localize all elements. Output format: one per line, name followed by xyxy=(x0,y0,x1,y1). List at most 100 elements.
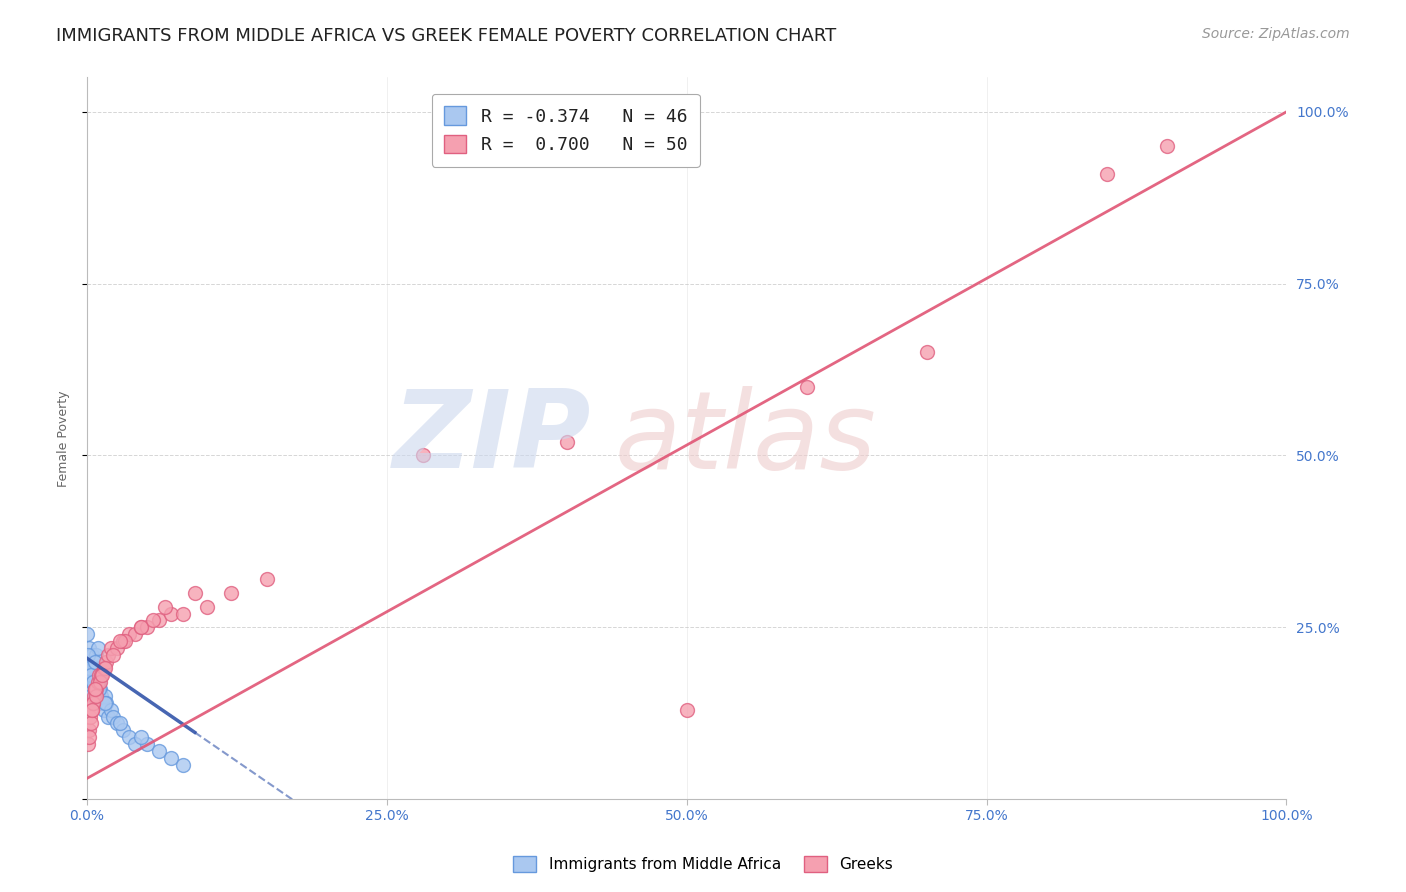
Point xyxy=(82,696,104,710)
Point xyxy=(135,620,157,634)
Text: Source: ZipAtlas.com: Source: ZipAtlas.com xyxy=(1202,27,1350,41)
Point xyxy=(219,586,242,600)
Point xyxy=(129,730,152,744)
Point xyxy=(256,572,278,586)
Text: ZIP: ZIP xyxy=(392,385,591,491)
Point xyxy=(94,696,117,710)
Point xyxy=(80,703,103,717)
Point xyxy=(86,668,108,682)
Point xyxy=(84,682,107,697)
Point xyxy=(94,696,117,710)
Point xyxy=(82,696,104,710)
Point xyxy=(84,661,107,675)
Point xyxy=(110,634,132,648)
Point xyxy=(118,730,141,744)
Point xyxy=(79,661,101,675)
Point xyxy=(153,599,176,614)
Point xyxy=(97,648,120,662)
Point xyxy=(142,613,165,627)
Point xyxy=(94,655,117,669)
Point xyxy=(159,607,181,621)
Point xyxy=(124,737,146,751)
Point xyxy=(77,640,100,655)
Point xyxy=(83,675,105,690)
Point xyxy=(412,449,434,463)
Point xyxy=(87,640,110,655)
Point xyxy=(135,737,157,751)
Point xyxy=(87,682,110,697)
Point xyxy=(86,682,108,697)
Legend: Immigrants from Middle Africa, Greeks: Immigrants from Middle Africa, Greeks xyxy=(506,848,900,880)
Point xyxy=(82,668,104,682)
Point xyxy=(91,696,114,710)
Point xyxy=(80,716,103,731)
Point xyxy=(83,682,105,697)
Point xyxy=(103,648,125,662)
Point xyxy=(79,668,101,682)
Legend: R = -0.374   N = 46, R =  0.700   N = 50: R = -0.374 N = 46, R = 0.700 N = 50 xyxy=(432,94,700,167)
Point xyxy=(77,668,100,682)
Point xyxy=(84,689,107,703)
Point xyxy=(82,675,104,690)
Point xyxy=(82,648,104,662)
Point xyxy=(172,757,194,772)
Point xyxy=(77,737,100,751)
Point xyxy=(1095,167,1118,181)
Point xyxy=(77,723,100,738)
Point xyxy=(110,716,132,731)
Point xyxy=(79,661,101,675)
Point xyxy=(80,675,103,690)
Point xyxy=(114,634,136,648)
Point xyxy=(77,648,100,662)
Point xyxy=(94,689,117,703)
Point xyxy=(76,627,98,641)
Point xyxy=(79,709,101,723)
Text: atlas: atlas xyxy=(614,385,876,491)
Point xyxy=(184,586,207,600)
Point xyxy=(84,682,107,697)
Point xyxy=(100,640,122,655)
Point xyxy=(103,709,125,723)
Point xyxy=(83,655,105,669)
Point xyxy=(148,744,170,758)
Point xyxy=(105,716,128,731)
Point xyxy=(86,675,108,690)
Point xyxy=(129,620,152,634)
Point xyxy=(89,682,111,697)
Point xyxy=(94,661,117,675)
Point xyxy=(84,655,107,669)
Point xyxy=(91,668,114,682)
Y-axis label: Female Poverty: Female Poverty xyxy=(58,390,70,486)
Point xyxy=(80,689,103,703)
Point xyxy=(148,613,170,627)
Text: IMMIGRANTS FROM MIDDLE AFRICA VS GREEK FEMALE POVERTY CORRELATION CHART: IMMIGRANTS FROM MIDDLE AFRICA VS GREEK F… xyxy=(56,27,837,45)
Point xyxy=(796,380,818,394)
Point xyxy=(675,703,697,717)
Point xyxy=(915,345,938,359)
Point xyxy=(1156,139,1178,153)
Point xyxy=(195,599,218,614)
Point xyxy=(172,607,194,621)
Point xyxy=(87,668,110,682)
Point xyxy=(77,655,100,669)
Point xyxy=(82,703,104,717)
Point xyxy=(111,634,134,648)
Point xyxy=(159,751,181,765)
Point xyxy=(129,620,152,634)
Point xyxy=(93,703,115,717)
Point xyxy=(89,675,111,690)
Point xyxy=(90,689,112,703)
Point xyxy=(97,709,120,723)
Point xyxy=(105,640,128,655)
Point xyxy=(124,627,146,641)
Point xyxy=(87,675,110,690)
Point xyxy=(90,668,112,682)
Point xyxy=(79,682,101,697)
Point xyxy=(77,730,100,744)
Point xyxy=(83,689,105,703)
Point xyxy=(555,434,578,449)
Point xyxy=(82,696,104,710)
Point xyxy=(100,703,122,717)
Point xyxy=(86,689,108,703)
Point xyxy=(86,648,108,662)
